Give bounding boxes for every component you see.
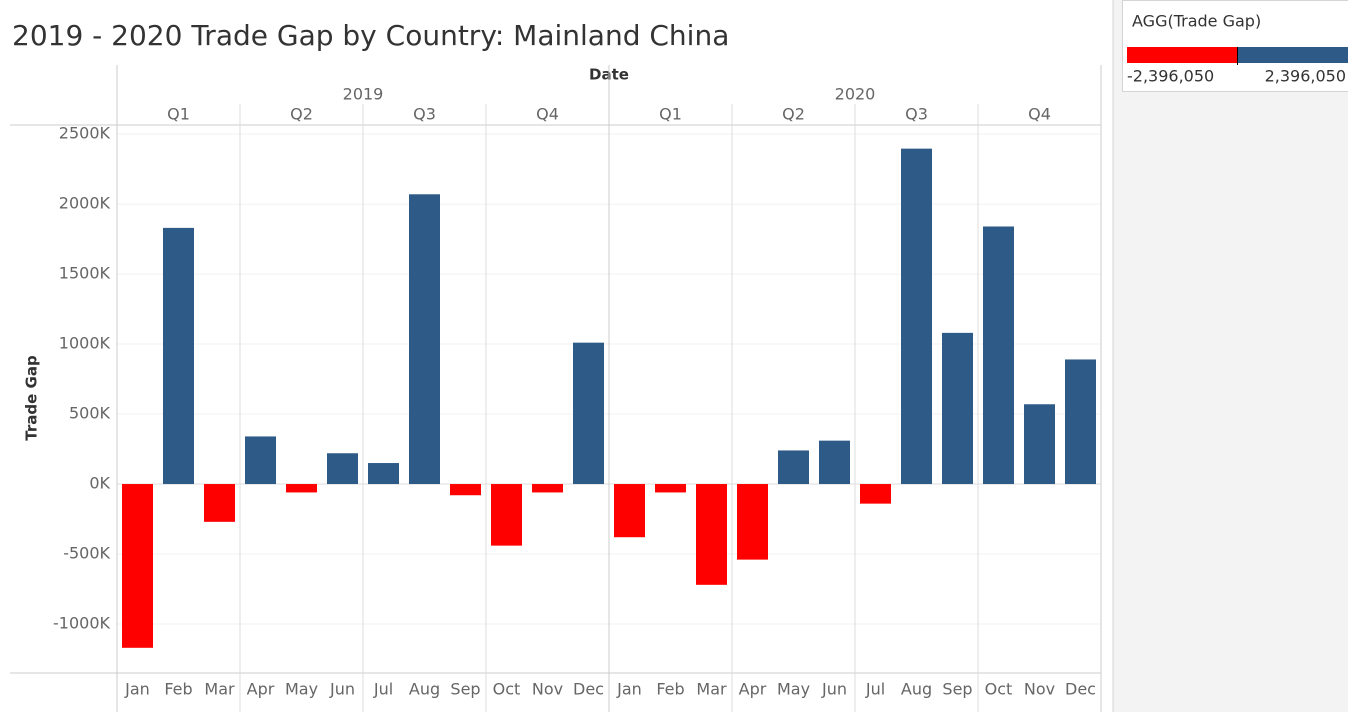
bar xyxy=(204,484,235,522)
quarter-label: Q2 xyxy=(290,105,313,124)
bar xyxy=(368,463,399,485)
bar xyxy=(778,450,809,485)
x-tick-label: Dec xyxy=(1065,680,1096,699)
x-tick-label: Mar xyxy=(696,680,727,699)
x-tick-label: Jul xyxy=(865,680,885,699)
bar xyxy=(1065,359,1096,485)
x-tick-label: Dec xyxy=(573,680,604,699)
quarter-label: Q3 xyxy=(413,105,436,124)
legend-max-label: 2,396,050 xyxy=(1265,67,1346,86)
y-tick-label: 500K xyxy=(69,404,111,423)
x-tick-label: Aug xyxy=(901,680,932,699)
y-axis-title: Trade Gap xyxy=(23,355,41,441)
year-label: 2020 xyxy=(835,85,876,104)
legend-title: AGG(Trade Gap) xyxy=(1132,12,1261,31)
bar xyxy=(696,484,727,585)
bar xyxy=(983,226,1014,485)
bar xyxy=(1024,404,1055,485)
y-tick-label: -500K xyxy=(63,544,110,563)
y-tick-label: 2000K xyxy=(59,194,111,213)
bar xyxy=(737,484,768,560)
legend-negative xyxy=(1127,47,1238,63)
side-panel xyxy=(1113,0,1348,712)
x-tick-label: Jan xyxy=(124,680,150,699)
legend-box xyxy=(1122,0,1348,92)
x-tick-label: Oct xyxy=(985,680,1013,699)
y-tick-label: -1000K xyxy=(53,614,110,633)
x-tick-label: Mar xyxy=(204,680,235,699)
bar xyxy=(573,342,604,485)
x-tick-label: Nov xyxy=(1024,680,1055,699)
x-tick-label: Jun xyxy=(821,680,847,699)
y-tick-label: 0K xyxy=(89,474,110,493)
quarter-label: Q2 xyxy=(782,105,805,124)
x-tick-label: Feb xyxy=(656,680,684,699)
x-tick-label: Oct xyxy=(493,680,521,699)
chart-title: 2019 - 2020 Trade Gap by Country: Mainla… xyxy=(12,19,729,52)
bar xyxy=(614,484,645,538)
year-label: 2019 xyxy=(343,85,384,104)
bar xyxy=(532,484,563,493)
x-tick-label: Jul xyxy=(373,680,393,699)
x-tick-label: Feb xyxy=(164,680,192,699)
quarter-label: Q4 xyxy=(536,105,559,124)
bar xyxy=(491,484,522,546)
bar xyxy=(245,436,276,485)
x-tick-label: Sep xyxy=(450,680,480,699)
bar xyxy=(450,484,481,496)
bar xyxy=(327,453,358,485)
quarter-label: Q4 xyxy=(1028,105,1051,124)
quarter-label: Q1 xyxy=(659,105,682,124)
x-tick-label: Sep xyxy=(942,680,972,699)
bar xyxy=(163,227,194,485)
bar xyxy=(942,332,973,485)
legend-positive xyxy=(1237,47,1348,63)
bar xyxy=(409,194,440,485)
x-tick-label: Nov xyxy=(532,680,563,699)
bar xyxy=(901,148,932,485)
quarter-label: Q3 xyxy=(905,105,928,124)
y-tick-label: 2500K xyxy=(59,124,111,143)
quarter-label: Q1 xyxy=(167,105,190,124)
bar xyxy=(655,484,686,493)
y-tick-label: 1500K xyxy=(59,264,111,283)
x-tick-label: Apr xyxy=(739,680,767,699)
legend-min-label: -2,396,050 xyxy=(1127,67,1214,86)
bar xyxy=(860,484,891,504)
y-tick-label: 1000K xyxy=(59,334,111,353)
x-tick-label: May xyxy=(285,680,318,699)
x-tick-label: May xyxy=(777,680,810,699)
x-tick-label: Jun xyxy=(329,680,355,699)
x-tick-label: Jan xyxy=(616,680,642,699)
bar xyxy=(819,440,850,485)
bar xyxy=(122,484,153,648)
x-tick-label: Apr xyxy=(247,680,275,699)
bar xyxy=(286,484,317,493)
x-tick-label: Aug xyxy=(409,680,440,699)
